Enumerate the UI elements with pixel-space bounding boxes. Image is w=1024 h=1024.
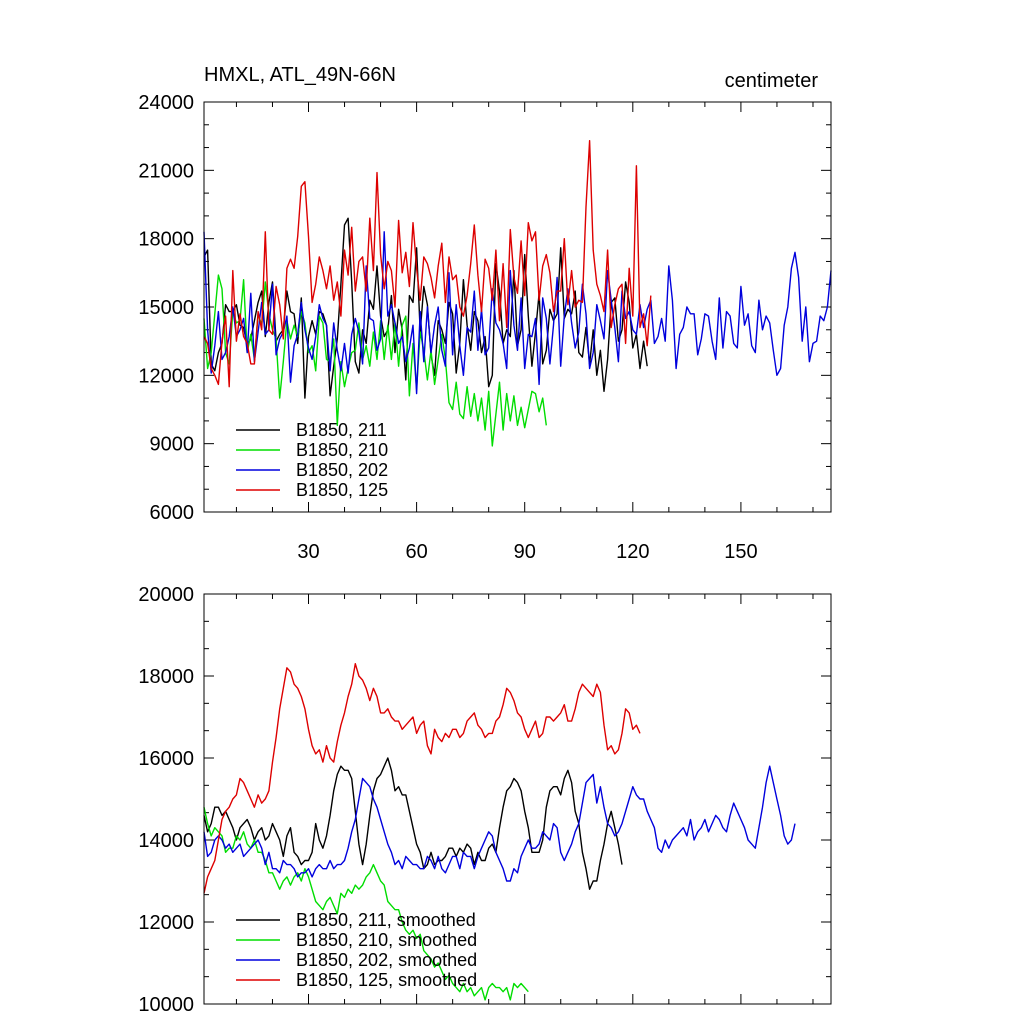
top-legend-label: B1850, 211 [296,420,387,440]
bottom-legend-label: B1850, 210, smoothed [296,930,477,950]
bottom-ytick-label: 12000 [138,912,194,934]
bottom-panel-frame [203,593,832,1005]
top-ytick-label: 21000 [138,160,194,182]
top-legend-label: B1850, 210 [296,440,388,460]
top-panel: 6000 9000 12000 15000 18000 21000 24000 30 60 90 1… [138,92,832,563]
bottom-series-line-1 [203,757,623,890]
top-panel-series [203,139,832,447]
bottom-panel-axes: 10000 12000 14000 16000 18000 20000 [138,584,831,1016]
top-ytick-label: 18000 [138,229,194,251]
top-ytick-label: 15000 [138,297,194,319]
bottom-legend-label: B1850, 211, smoothed [296,910,476,930]
top-legend-label: B1850, 125 [296,480,388,500]
top-panel-title: HMXL, ATL_49N-66N [204,64,396,86]
bottom-panel-series [203,663,796,1001]
bottom-ytick-label: 10000 [138,994,194,1016]
bottom-ytick-label: 14000 [138,830,194,852]
top-panel-axes: 6000 9000 12000 15000 18000 21000 24000 30 60 90 1… [138,92,831,563]
bottom-ytick-label: 16000 [138,748,194,770]
top-xtick-label: 90 [514,541,536,563]
top-legend-label: B1850, 202 [296,460,388,480]
top-series-line-3 [203,231,832,395]
top-panel-units: centimeter [725,70,819,92]
top-panel-frame [203,101,832,513]
bottom-series-line-2 [203,807,529,1001]
top-ytick-label: 12000 [138,365,194,387]
top-xtick-label: 120 [616,541,649,563]
bottom-legend-label: B1850, 202, smoothed [296,950,477,970]
top-xtick-label: 150 [724,541,757,563]
top-series-line-1 [203,217,648,399]
bottom-ytick-label: 18000 [138,666,194,688]
top-series-line-4 [203,139,652,388]
bottom-series-line-3 [203,765,796,882]
bottom-ytick-label: 20000 [138,584,194,606]
bottom-legend-label: B1850, 125, smoothed [296,970,477,990]
bottom-panel: 10000 12000 14000 16000 18000 20000 B1850, 21… [138,584,832,1016]
top-xtick-label: 60 [405,541,427,563]
top-xtick-label: 30 [297,541,319,563]
top-ytick-label: 6000 [150,502,195,524]
top-ytick-label: 24000 [138,92,194,114]
bottom-series-line-4 [203,663,641,894]
top-ytick-label: 9000 [150,434,195,456]
